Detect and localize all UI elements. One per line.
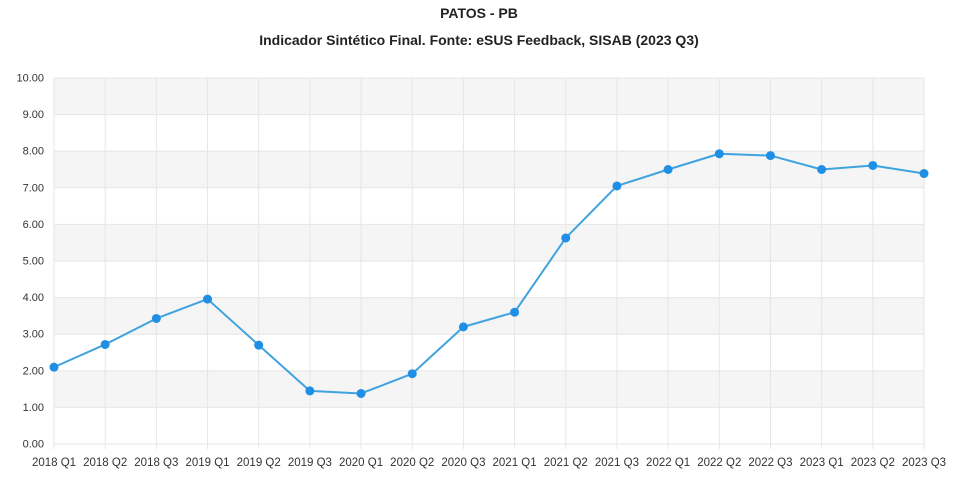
grid-band	[54, 151, 924, 188]
x-tick-label: 2023 Q1	[800, 457, 844, 469]
y-tick-label: 2.00	[23, 365, 44, 377]
data-point[interactable]	[868, 160, 878, 170]
x-tick-label: 2022 Q1	[646, 457, 690, 469]
x-tick-label: 2023 Q2	[851, 457, 895, 469]
data-point[interactable]	[254, 340, 264, 350]
plot-bands	[54, 78, 924, 408]
data-point[interactable]	[203, 294, 213, 304]
x-tick-label: 2021 Q2	[544, 457, 588, 469]
data-point[interactable]	[356, 388, 366, 398]
x-tick-label: 2018 Q3	[134, 457, 178, 469]
y-tick-label: 6.00	[23, 219, 44, 231]
x-tick-label: 2020 Q2	[390, 457, 434, 469]
y-tick-label: 0.00	[23, 439, 44, 451]
y-tick-label: 7.00	[23, 182, 44, 194]
x-tick-label: 2021 Q3	[595, 457, 639, 469]
y-tick-label: 3.00	[23, 329, 44, 341]
x-axis: 2018 Q1 2018 Q2 2018 Q3 2019 Q1 2019 Q2 2019 …	[32, 457, 946, 469]
x-tick-label: 2019 Q1	[185, 457, 229, 469]
data-point[interactable]	[49, 362, 59, 372]
data-point[interactable]	[458, 322, 468, 332]
series-layer	[49, 149, 929, 398]
x-tick-label: 2022 Q3	[748, 457, 792, 469]
data-point[interactable]	[765, 151, 775, 161]
data-point[interactable]	[817, 165, 827, 174]
data-point[interactable]	[714, 149, 724, 159]
y-tick-label: 9.00	[23, 109, 44, 121]
data-point[interactable]	[151, 313, 161, 323]
x-tick-label: 2020 Q1	[339, 457, 383, 469]
data-point[interactable]	[100, 339, 110, 349]
data-point[interactable]	[561, 233, 571, 243]
data-point[interactable]	[510, 307, 520, 317]
y-axis: 0.00 1.00 2.00 3.00 4.00 5.00 6.00 7.00 8.00 9.00…	[16, 73, 44, 451]
x-tick-label: 2022 Q2	[697, 457, 741, 469]
y-tick-label: 4.00	[23, 292, 44, 304]
x-tick-label: 2019 Q3	[288, 457, 332, 469]
data-point[interactable]	[663, 165, 673, 174]
data-point[interactable]	[919, 169, 929, 179]
x-tick-label: 2020 Q3	[441, 457, 485, 469]
grid-band	[54, 78, 924, 115]
y-tick-label: 8.00	[23, 146, 44, 158]
x-tick-label: 2019 Q2	[237, 457, 281, 469]
x-tick-label: 2023 Q3	[902, 457, 946, 469]
x-tick-label: 2018 Q2	[83, 457, 127, 469]
data-point[interactable]	[612, 181, 622, 191]
grid-band	[54, 297, 924, 335]
y-tick-label: 10.00	[16, 73, 44, 85]
x-tick-label: 2018 Q1	[32, 457, 76, 469]
grid-lines	[53, 77, 925, 449]
x-tick-label: 2021 Q1	[493, 457, 537, 469]
grid-band	[54, 370, 924, 408]
y-tick-label: 1.00	[23, 402, 44, 414]
series-line	[53, 152, 925, 395]
y-tick-label: 5.00	[23, 256, 44, 268]
data-point[interactable]	[407, 369, 417, 379]
chart-title: PATOS - PB	[440, 5, 518, 21]
grid-band	[54, 224, 924, 261]
chart-subtitle: Indicador Sintético Final. Fonte: eSUS F…	[259, 32, 699, 48]
data-point[interactable]	[305, 386, 315, 396]
